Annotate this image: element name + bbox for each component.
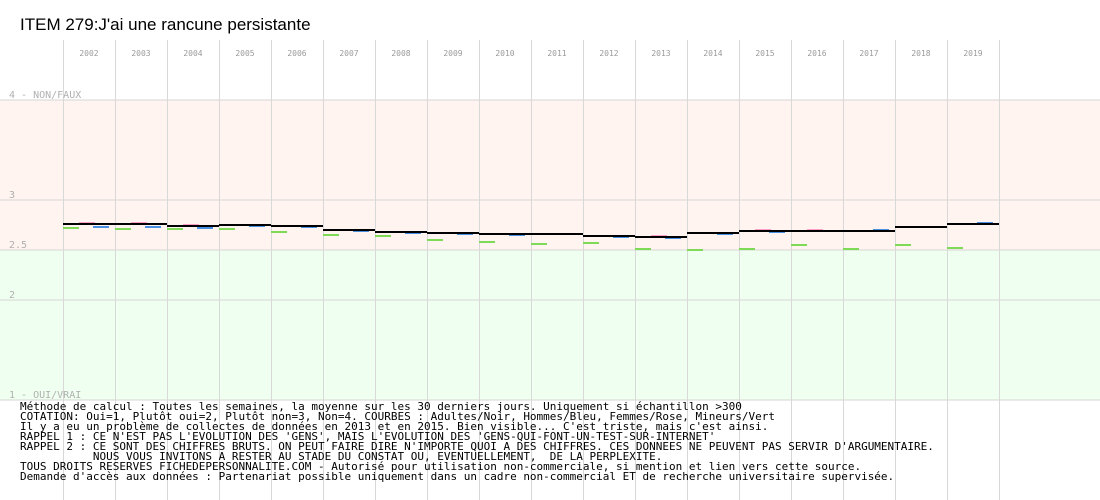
note-line: TOUS DROITS RESERVES FICHEDEPERSONNALITE… <box>20 460 862 473</box>
x-tick-label: 2018 <box>911 49 930 58</box>
x-tick-label: 2002 <box>79 49 98 58</box>
x-tick-label: 2014 <box>703 49 722 58</box>
note-line: RAPPEL 2 : CE SONT DES CHIFFRES BRUTS. O… <box>20 440 934 453</box>
x-tick-label: 2013 <box>651 49 670 58</box>
series-marks <box>63 222 999 251</box>
x-tick-labels: 2002 2003 2004 2005 2006 2007 2008 2009 2010 2011… <box>79 49 982 58</box>
note-line: Méthode de calcul : Toutes les semaines,… <box>20 400 742 413</box>
x-tick-label: 2008 <box>391 49 410 58</box>
x-tick-label: 2012 <box>599 49 618 58</box>
y-tick-label: 1 - OUI/VRAI <box>9 390 81 401</box>
x-tick-label: 2011 <box>547 49 566 58</box>
x-tick-label: 2009 <box>443 49 462 58</box>
band-1 <box>0 250 1100 400</box>
x-tick-label: 2017 <box>859 49 878 58</box>
x-tick-label: 2005 <box>235 49 254 58</box>
y-tick-labels: 4 - NON/FAUX 3 2.5 2 1 - OUI/VRAI <box>9 90 81 401</box>
note-line: Il y a eu un problème de collectes de do… <box>20 420 769 433</box>
x-tick-label: 2019 <box>963 49 982 58</box>
y-tick-label: 3 <box>9 190 15 201</box>
chart-notes: Méthode de calcul : Toutes les semaines,… <box>20 400 1095 483</box>
x-tick-label: 2010 <box>495 49 514 58</box>
grid <box>0 40 1100 500</box>
y-tick-label: 2 <box>9 290 15 301</box>
x-tick-label: 2004 <box>183 49 202 58</box>
note-line: NOUS VOUS INVITONS A RESTER AU STADE DU … <box>20 450 663 463</box>
chart-title: ITEM 279:J'ai une rancune persistante <box>20 15 311 34</box>
note-line: Demande d'accès aux données : Partenaria… <box>20 470 895 483</box>
x-tick-label: 2016 <box>807 49 826 58</box>
y-tick-label: 4 - NON/FAUX <box>9 90 81 101</box>
x-tick-label: 2007 <box>339 49 358 58</box>
x-tick-label: 2003 <box>131 49 150 58</box>
note-line: RAPPEL 1 : CE N'EST PAS L'EVOLUTION DES … <box>20 430 716 443</box>
x-tick-label: 2015 <box>755 49 774 58</box>
note-line: COTATION: Oui=1, Plutôt oui=2, Plutôt no… <box>20 410 775 423</box>
y-tick-label: 2.5 <box>9 240 27 251</box>
x-tick-label: 2006 <box>287 49 306 58</box>
